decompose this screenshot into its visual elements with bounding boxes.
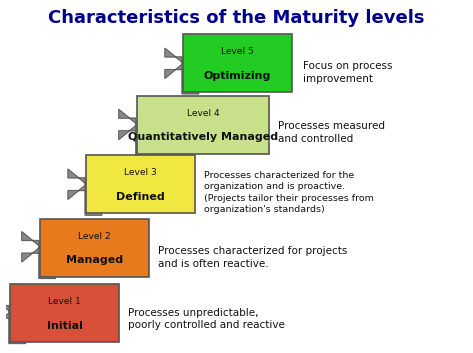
Polygon shape — [68, 169, 102, 215]
Text: Level 1: Level 1 — [48, 297, 81, 306]
Text: Processes characterized for projects
and is often reactive.: Processes characterized for projects and… — [158, 246, 347, 269]
Bar — [137, 96, 269, 154]
Text: Defined: Defined — [116, 192, 165, 202]
Text: Processes unpredictable,
poorly controlled and reactive: Processes unpredictable, poorly controll… — [128, 307, 285, 330]
Text: Initial: Initial — [46, 321, 82, 330]
Polygon shape — [165, 48, 199, 94]
Polygon shape — [22, 232, 55, 279]
Text: Characteristics of the Maturity levels: Characteristics of the Maturity levels — [48, 10, 425, 28]
Text: Level 4: Level 4 — [187, 108, 219, 118]
Text: Level 3: Level 3 — [124, 168, 157, 177]
Bar — [184, 34, 292, 92]
Text: Processes characterized for the
organization and is proactive.
(Projects tailor : Processes characterized for the organiza… — [204, 170, 374, 214]
Text: Optimizing: Optimizing — [204, 71, 272, 81]
Bar — [10, 284, 119, 342]
Text: Level 5: Level 5 — [221, 47, 254, 56]
Bar — [40, 219, 149, 277]
Text: Processes measured
and controlled: Processes measured and controlled — [278, 121, 385, 144]
Text: Level 2: Level 2 — [78, 232, 111, 241]
Text: Managed: Managed — [66, 256, 123, 265]
Polygon shape — [119, 109, 152, 155]
Text: Focus on process
improvement: Focus on process improvement — [304, 61, 393, 84]
Polygon shape — [0, 297, 26, 343]
Text: Quantitatively Managed: Quantitatively Managed — [128, 132, 278, 142]
Bar — [87, 155, 195, 214]
